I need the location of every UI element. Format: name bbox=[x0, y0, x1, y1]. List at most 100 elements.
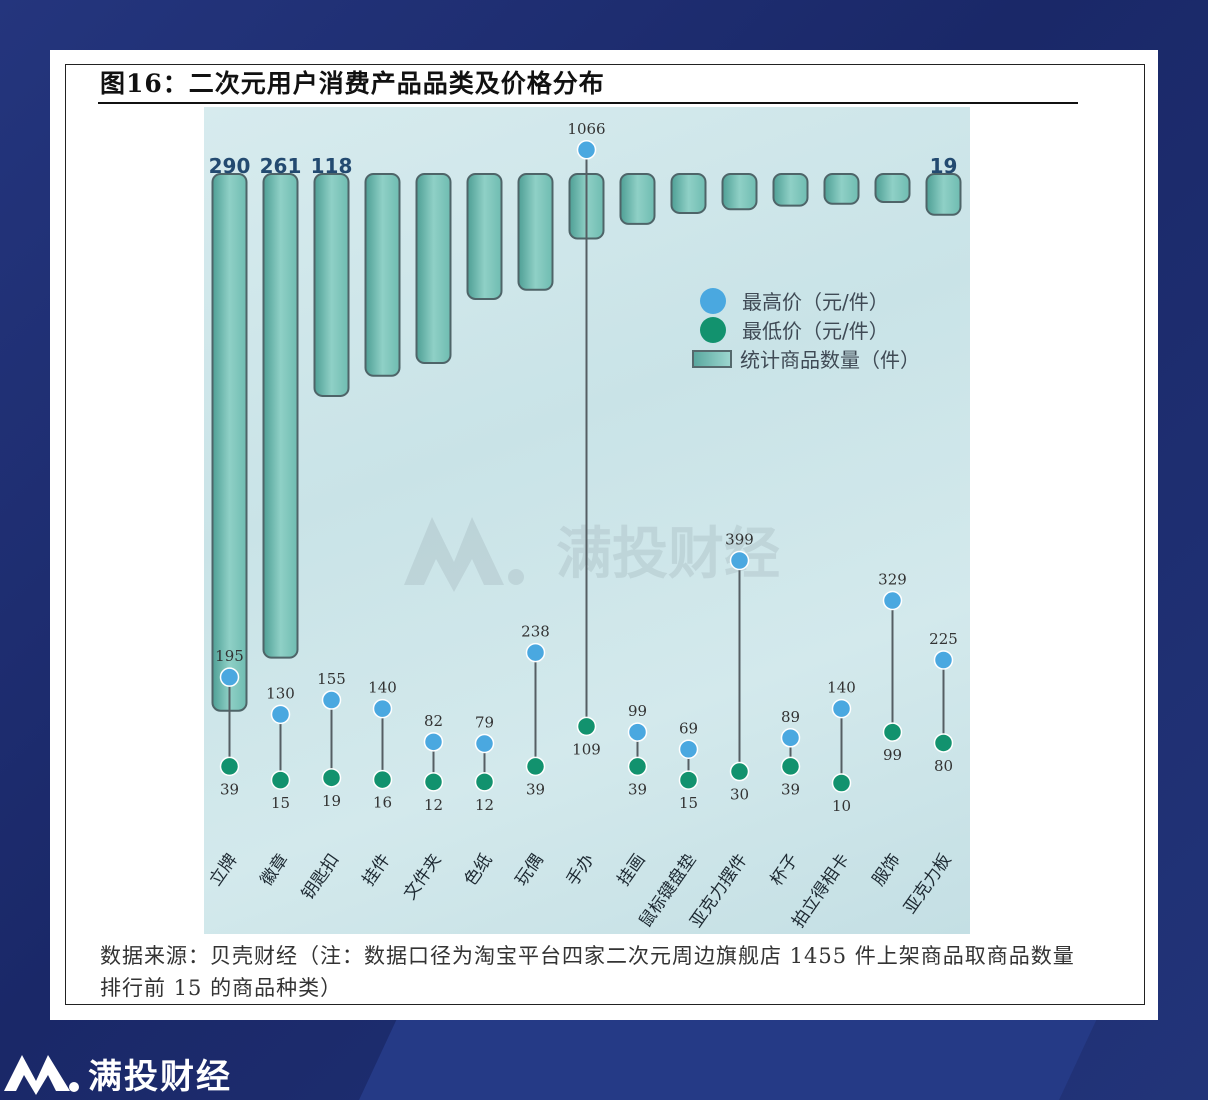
category-label: 徽章 bbox=[257, 850, 293, 889]
min-price-label: 19 bbox=[322, 792, 341, 810]
legend: 最高价（元/件） 最低价（元/件） 统计商品数量（件） bbox=[692, 286, 920, 373]
min-price-point bbox=[831, 773, 852, 793]
min-price-point bbox=[933, 733, 954, 753]
min-price-point bbox=[525, 756, 546, 777]
category-label: 玩偶 bbox=[512, 850, 548, 889]
bar-value-label: 261 bbox=[260, 154, 302, 178]
max-price-point bbox=[525, 642, 546, 663]
count-bar bbox=[670, 173, 707, 214]
count-bar bbox=[721, 173, 758, 211]
max-price-label: 238 bbox=[521, 623, 550, 641]
max-price-point bbox=[576, 140, 597, 160]
category-label: 挂画 bbox=[614, 850, 650, 889]
legend-item-max: 最高价（元/件） bbox=[692, 286, 920, 315]
min-price-point bbox=[678, 770, 699, 790]
max-price-point bbox=[729, 550, 750, 571]
watermark-logo-dot bbox=[508, 569, 524, 585]
category-label: 色纸 bbox=[461, 850, 497, 889]
min-price-label: 15 bbox=[271, 794, 290, 812]
brand: 满投财经 bbox=[0, 1046, 232, 1100]
max-price-label: 82 bbox=[424, 712, 443, 730]
watermark-logo-icon bbox=[404, 517, 504, 592]
min-price-point bbox=[321, 768, 342, 788]
category-label: 亚克力板 bbox=[900, 850, 955, 917]
max-price-label: 225 bbox=[929, 630, 958, 648]
bar-group bbox=[211, 173, 962, 712]
count-bar bbox=[619, 173, 656, 225]
min-price-point bbox=[474, 772, 495, 792]
count-bar bbox=[823, 173, 860, 205]
max-price-point bbox=[474, 733, 495, 754]
min-price-label: 16 bbox=[373, 794, 392, 812]
max-price-label: 155 bbox=[317, 670, 346, 688]
max-price-point bbox=[270, 704, 291, 725]
min-price-point bbox=[780, 756, 801, 777]
count-bar bbox=[517, 173, 554, 291]
min-price-label: 10 bbox=[832, 797, 851, 815]
max-price-point bbox=[678, 739, 699, 760]
price-range-group: 1953913015155191401682127912238391066109… bbox=[215, 120, 958, 815]
watermark: 满投财经 bbox=[404, 517, 780, 592]
category-label: 手办 bbox=[563, 850, 599, 889]
max-price-label: 140 bbox=[827, 679, 856, 697]
max-price-point bbox=[372, 698, 393, 719]
legend-label: 最低价（元/件） bbox=[742, 319, 889, 343]
min-price-point bbox=[627, 756, 648, 777]
min-price-label: 39 bbox=[220, 780, 239, 798]
bar-value-label: 19 bbox=[930, 154, 958, 178]
count-bar bbox=[415, 173, 452, 364]
max-price-label: 79 bbox=[475, 714, 494, 732]
legend-item-min: 最低价（元/件） bbox=[692, 315, 920, 344]
bar-value-label: 290 bbox=[209, 154, 251, 178]
legend-label: 最高价（元/件） bbox=[742, 290, 889, 314]
background-accent bbox=[359, 1010, 1101, 1100]
min-price-label: 30 bbox=[730, 786, 749, 804]
min-price-point bbox=[372, 769, 393, 790]
legend-item-count: 统计商品数量（件） bbox=[692, 344, 920, 373]
brand-logo-icon bbox=[4, 1055, 79, 1095]
chart-svg: 满投财经 290 261 118 19 195 39 130 15 155 19 140 16 82 1… bbox=[206, 120, 962, 931]
category-label: 服饰 bbox=[869, 850, 905, 889]
min-price-label: 80 bbox=[934, 757, 953, 775]
min-price-label: 109 bbox=[572, 740, 601, 758]
min-price-point bbox=[576, 716, 597, 737]
max-price-label: 69 bbox=[679, 719, 698, 737]
min-price-point bbox=[882, 722, 903, 742]
count-bar bbox=[772, 173, 809, 207]
min-price-label: 39 bbox=[526, 780, 545, 798]
count-bar bbox=[211, 173, 248, 712]
max-price-label: 130 bbox=[266, 684, 295, 702]
max-price-point bbox=[933, 650, 954, 670]
bar-label-group: 290 261 118 19 bbox=[209, 154, 958, 178]
chart-area: 满投财经 290 261 118 19 195 39 130 15 155 19 140 16 82 1… bbox=[204, 107, 970, 934]
category-label: 挂件 bbox=[359, 850, 395, 889]
max-price-label: 1066 bbox=[567, 120, 605, 138]
min-price-label: 39 bbox=[628, 780, 647, 798]
figure-title: 图16：二次元用户消费产品品类及价格分布 bbox=[100, 69, 605, 98]
max-price-point bbox=[627, 722, 648, 742]
max-price-label: 140 bbox=[368, 679, 397, 697]
max-price-point bbox=[321, 690, 342, 710]
min-price-label: 15 bbox=[679, 794, 698, 812]
min-price-label: 99 bbox=[883, 746, 902, 764]
source-note: 数据来源：贝壳财经（注：数据口径为淘宝平台四家二次元周边旗舰店 1455 件上架… bbox=[100, 944, 1075, 1000]
bar-value-label: 118 bbox=[311, 154, 353, 178]
bar-swatch-icon bbox=[692, 349, 732, 368]
max-price-point bbox=[219, 667, 240, 687]
min-price-point bbox=[729, 761, 750, 782]
count-bar bbox=[262, 173, 299, 659]
max-price-point bbox=[780, 728, 801, 748]
min-price-point bbox=[423, 772, 444, 792]
max-price-point bbox=[831, 698, 852, 719]
max-price-label: 89 bbox=[781, 708, 800, 726]
figure-frame bbox=[65, 64, 1145, 1005]
max-price-point bbox=[423, 732, 444, 752]
count-bar bbox=[364, 173, 401, 377]
max-price-label: 99 bbox=[628, 702, 647, 720]
min-price-point bbox=[270, 770, 291, 790]
count-bar bbox=[925, 173, 962, 216]
max-price-dot-icon bbox=[700, 287, 726, 314]
min-price-label: 12 bbox=[424, 796, 443, 814]
count-bar bbox=[313, 173, 350, 397]
